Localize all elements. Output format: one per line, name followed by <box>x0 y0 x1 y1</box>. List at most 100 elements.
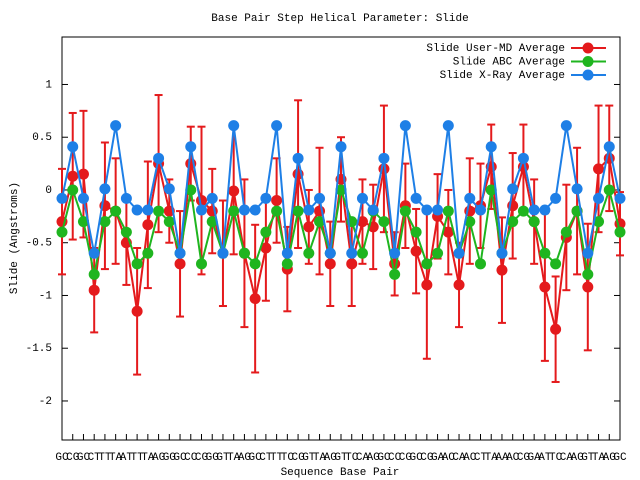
x-tick-label: GA <box>528 452 542 464</box>
point <box>196 258 207 270</box>
point <box>550 192 562 204</box>
x-tick-label: AC <box>463 452 477 464</box>
y-axis-label: Slide (Angstroms) <box>9 182 21 294</box>
point <box>410 245 422 257</box>
point <box>453 279 465 291</box>
point <box>539 281 551 293</box>
point <box>131 258 143 270</box>
point <box>110 205 122 217</box>
point <box>571 183 583 195</box>
x-tick-label: GC <box>77 452 91 464</box>
point <box>185 184 197 196</box>
point <box>356 192 368 204</box>
point <box>582 281 594 293</box>
point <box>593 163 605 175</box>
chart-title: Base Pair Step Helical Parameter: Slide <box>211 13 468 25</box>
point <box>496 247 508 259</box>
x-tick-label: GC <box>173 452 187 464</box>
point <box>174 247 186 259</box>
point <box>77 216 89 228</box>
point <box>185 141 197 153</box>
point <box>67 141 79 153</box>
point <box>56 226 68 238</box>
point <box>324 247 336 259</box>
x-tick-label: TC <box>549 452 563 464</box>
x-tick-label: CG <box>291 452 304 464</box>
legend-label: Slide ABC Average <box>453 56 565 68</box>
legend-marker <box>582 56 594 67</box>
point <box>303 247 315 259</box>
point <box>228 120 240 132</box>
point <box>99 216 111 228</box>
point <box>88 284 100 296</box>
y-tick-label: -2 <box>39 396 52 408</box>
y-tick-label: 0 <box>45 185 52 197</box>
x-tick-label: AG <box>324 452 337 464</box>
x-tick-label: CA <box>452 452 466 464</box>
point <box>603 184 615 196</box>
point <box>475 258 486 270</box>
point <box>550 323 562 335</box>
point <box>217 247 229 259</box>
point <box>163 183 175 195</box>
point <box>206 192 218 204</box>
point <box>335 184 347 196</box>
x-tick-label: CA <box>356 452 370 464</box>
point <box>389 247 401 259</box>
x-tick-label: CT <box>259 452 273 464</box>
point <box>528 216 540 228</box>
point <box>142 247 154 259</box>
y-tick-label: 1 <box>45 79 52 91</box>
point <box>346 247 358 259</box>
y-tick-label: -0.5 <box>26 238 52 250</box>
x-tick-label: AC <box>506 452 520 464</box>
point <box>582 268 594 280</box>
point <box>67 170 79 182</box>
x-tick-label: CG <box>399 452 412 464</box>
point <box>77 168 89 180</box>
point <box>281 258 293 270</box>
point <box>67 184 79 196</box>
point <box>550 258 562 270</box>
x-tick-label: AG <box>603 452 616 464</box>
x-tick-label: TT <box>98 452 112 464</box>
point <box>485 141 497 153</box>
point <box>593 192 605 204</box>
x-tick-label: AG <box>152 452 165 464</box>
point <box>120 226 132 238</box>
x-tick-label: CT <box>474 452 488 464</box>
point <box>163 216 175 228</box>
x-tick-label: TA <box>592 452 606 464</box>
x-tick-label: AG <box>238 452 251 464</box>
x-tick-label: TA <box>227 452 241 464</box>
point <box>410 226 422 238</box>
point <box>421 204 433 216</box>
x-tick-label: TA <box>109 452 123 464</box>
point <box>442 226 454 238</box>
x-tick-label: GC <box>410 452 424 464</box>
point <box>539 204 551 216</box>
x-tick-label: AG <box>367 452 380 464</box>
x-tick-label: TT <box>270 452 284 464</box>
x-tick-label: TA <box>485 452 499 464</box>
point <box>120 192 132 204</box>
point <box>389 268 401 280</box>
x-tick-label: CG <box>195 452 208 464</box>
point <box>378 216 390 228</box>
x-tick-label: GT <box>581 452 595 464</box>
point <box>442 205 454 217</box>
point <box>421 279 433 291</box>
point <box>206 216 218 228</box>
y-tick-label: 0.5 <box>32 132 52 144</box>
x-tick-label: GG <box>206 452 219 464</box>
x-tick-label: GC <box>377 452 391 464</box>
point <box>614 192 626 204</box>
x-tick-label: TA <box>313 452 327 464</box>
x-tick-label: AT <box>538 452 552 464</box>
x-tick-label: TA <box>141 452 155 464</box>
x-tick-label: GC <box>249 452 263 464</box>
point <box>421 258 433 270</box>
point <box>528 204 540 216</box>
x-tick-label: CG <box>66 452 79 464</box>
point <box>507 183 519 195</box>
